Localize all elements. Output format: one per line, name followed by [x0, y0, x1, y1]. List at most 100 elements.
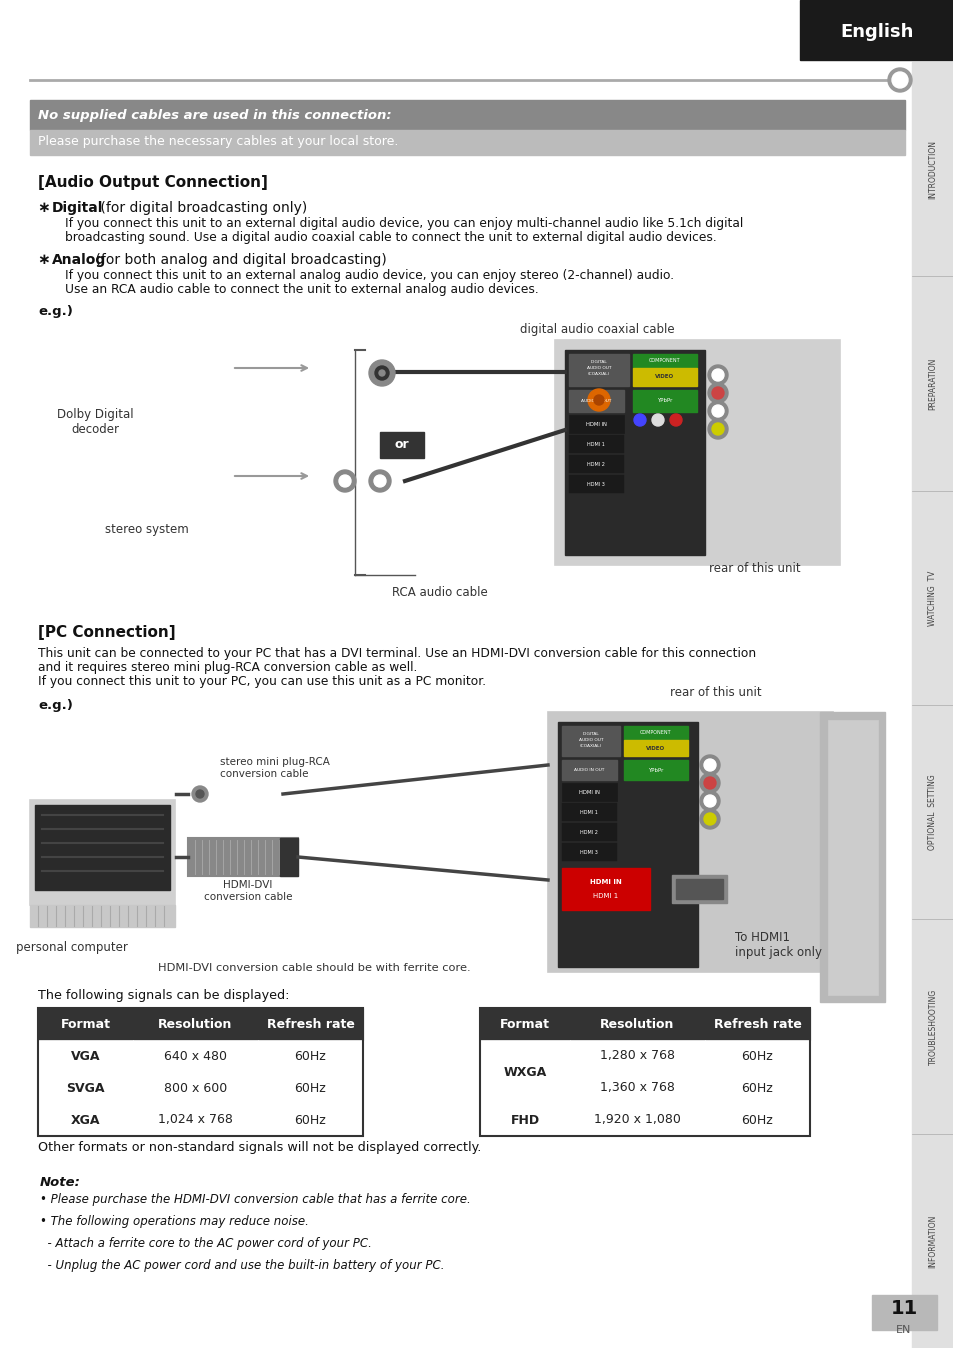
- Text: DIGITAL: DIGITAL: [590, 360, 607, 364]
- Text: To HDMI1
input jack only: To HDMI1 input jack only: [734, 931, 821, 958]
- Text: AUDIO IN OUT: AUDIO IN OUT: [573, 768, 603, 772]
- Bar: [132, 1072, 257, 1104]
- Text: This unit can be connected to your PC that has a DVI terminal. Use an HDMI-DVI c: This unit can be connected to your PC th…: [38, 647, 756, 661]
- Bar: [561, 824, 617, 841]
- Bar: [561, 803, 617, 821]
- Circle shape: [669, 414, 681, 426]
- Text: Format: Format: [60, 1018, 111, 1030]
- Text: - Attach a ferrite core to the AC power cord of your PC.: - Attach a ferrite core to the AC power …: [40, 1237, 372, 1251]
- Bar: [800, 0, 953, 61]
- Text: Refresh rate: Refresh rate: [713, 1018, 801, 1030]
- Bar: [379, 431, 423, 458]
- Text: HDMI 3: HDMI 3: [586, 481, 604, 487]
- Text: EN: EN: [896, 1325, 911, 1335]
- Text: (for digital broadcasting only): (for digital broadcasting only): [96, 201, 307, 214]
- Bar: [561, 760, 617, 780]
- Circle shape: [192, 786, 208, 802]
- Text: FHD: FHD: [510, 1113, 539, 1127]
- Bar: [911, 62, 953, 1348]
- Text: 1,360 x 768: 1,360 x 768: [599, 1081, 674, 1095]
- Text: WXGA: WXGA: [503, 1065, 546, 1078]
- Bar: [188, 775, 283, 813]
- Text: rear of this unit: rear of this unit: [670, 686, 761, 698]
- Bar: [561, 783, 617, 801]
- Text: HDMI 1: HDMI 1: [593, 892, 618, 899]
- Circle shape: [369, 360, 395, 386]
- Bar: [314, 460, 405, 501]
- Text: 640 x 480: 640 x 480: [164, 1050, 227, 1062]
- Circle shape: [707, 419, 727, 439]
- Text: HDMI-DVI
conversion cable: HDMI-DVI conversion cable: [204, 880, 292, 902]
- Bar: [568, 355, 628, 386]
- Text: YPbPr: YPbPr: [657, 399, 672, 403]
- Bar: [257, 1008, 363, 1041]
- Text: HDMI 1: HDMI 1: [579, 810, 598, 814]
- Text: 60Hz: 60Hz: [740, 1050, 773, 1062]
- Text: AUDIO IN OUT: AUDIO IN OUT: [580, 399, 611, 403]
- Text: Digital: Digital: [52, 201, 103, 214]
- Circle shape: [700, 809, 720, 829]
- Circle shape: [700, 755, 720, 775]
- Text: HDMI-DVI conversion cable should be with ferrite core.: HDMI-DVI conversion cable should be with…: [158, 962, 470, 973]
- Text: or: or: [395, 438, 409, 452]
- Text: 1,920 x 1,080: 1,920 x 1,080: [594, 1113, 680, 1127]
- Bar: [704, 1008, 809, 1041]
- Bar: [820, 712, 884, 1002]
- Circle shape: [338, 474, 351, 487]
- Bar: [704, 1041, 809, 1072]
- Text: - Unplug the AC power cord and use the built-in battery of your PC.: - Unplug the AC power cord and use the b…: [40, 1259, 444, 1273]
- Circle shape: [594, 395, 603, 404]
- Circle shape: [711, 369, 723, 381]
- Circle shape: [703, 813, 716, 825]
- Circle shape: [711, 423, 723, 435]
- Circle shape: [634, 414, 645, 426]
- Text: [PC Connection]: [PC Connection]: [38, 624, 175, 639]
- Text: HDMI 1: HDMI 1: [586, 442, 604, 446]
- Text: [Audio Output Connection]: [Audio Output Connection]: [38, 174, 268, 190]
- Circle shape: [375, 367, 389, 380]
- Text: rear of this unit: rear of this unit: [708, 562, 800, 574]
- Bar: [257, 1041, 363, 1072]
- Bar: [568, 435, 623, 453]
- Bar: [132, 1041, 257, 1072]
- Text: VIDEO: VIDEO: [646, 745, 665, 751]
- Text: AUDIO OUT: AUDIO OUT: [586, 367, 611, 369]
- Text: If you connect this unit to an external digital audio device, you can enjoy mult: If you connect this unit to an external …: [65, 217, 742, 231]
- Text: (for both analog and digital broadcasting): (for both analog and digital broadcastin…: [91, 253, 386, 267]
- Text: e.g.): e.g.): [38, 306, 72, 318]
- Text: Refresh rate: Refresh rate: [266, 1018, 355, 1030]
- Bar: [564, 350, 704, 555]
- Bar: [633, 390, 697, 412]
- Text: VGA: VGA: [71, 1050, 100, 1062]
- Bar: [479, 1041, 569, 1104]
- Bar: [30, 799, 174, 905]
- Text: If you connect this unit to your PC, you can use this unit as a PC monitor.: If you connect this unit to your PC, you…: [38, 675, 486, 689]
- Text: No supplied cables are used in this connection:: No supplied cables are used in this conn…: [38, 108, 392, 121]
- Circle shape: [707, 383, 727, 403]
- Circle shape: [378, 369, 385, 376]
- Text: stereo mini plug-RCA
conversion cable: stereo mini plug-RCA conversion cable: [220, 758, 330, 779]
- Bar: [132, 1104, 257, 1136]
- Circle shape: [334, 470, 355, 492]
- Circle shape: [195, 790, 204, 798]
- Bar: [561, 868, 649, 910]
- Bar: [568, 390, 623, 412]
- Bar: [547, 712, 832, 972]
- Text: HDMI IN: HDMI IN: [590, 879, 621, 886]
- Bar: [35, 805, 170, 890]
- Text: YPbPr: YPbPr: [648, 767, 663, 772]
- Text: OPTIONAL  SETTING: OPTIONAL SETTING: [927, 774, 937, 851]
- Text: HDMI 2: HDMI 2: [579, 829, 598, 834]
- Bar: [676, 879, 722, 899]
- Bar: [569, 1072, 704, 1104]
- Text: English: English: [840, 23, 913, 40]
- Bar: [558, 723, 698, 967]
- Text: (COAXIAL): (COAXIAL): [587, 372, 610, 376]
- Text: WATCHING  TV: WATCHING TV: [927, 570, 937, 625]
- Text: AUDIO OUT: AUDIO OUT: [578, 737, 602, 741]
- Text: Resolution: Resolution: [158, 1018, 233, 1030]
- Text: SVGA: SVGA: [66, 1081, 105, 1095]
- Text: Format: Format: [499, 1018, 550, 1030]
- Bar: [827, 720, 877, 995]
- Text: 60Hz: 60Hz: [740, 1113, 773, 1127]
